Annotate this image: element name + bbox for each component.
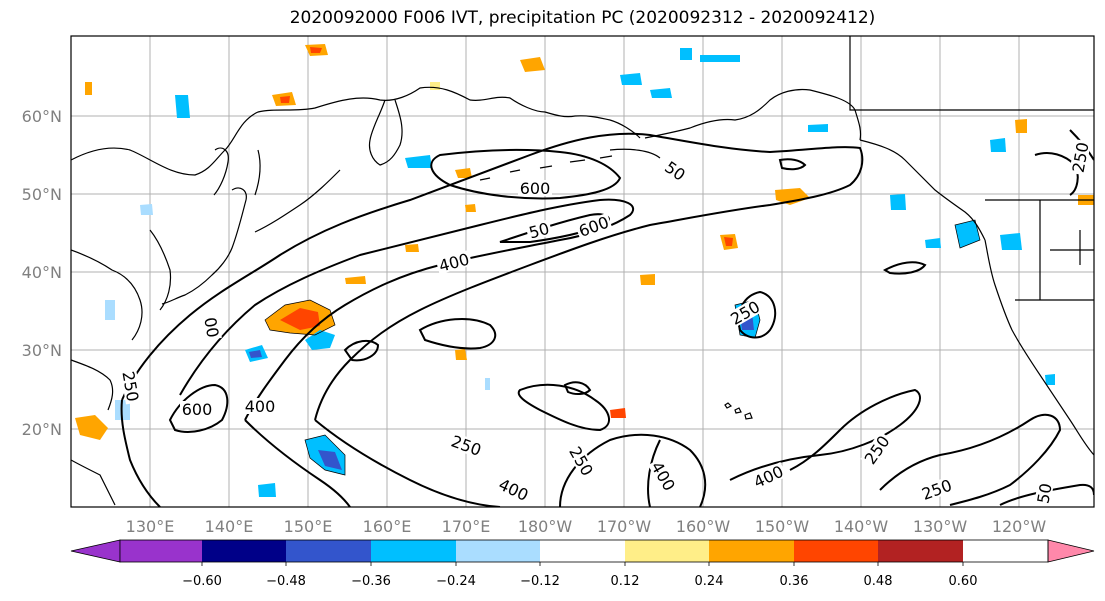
colorbar-tick-label: 0.48 (864, 574, 893, 589)
colorbar-tick-label: −0.24 (436, 574, 476, 589)
contour-label: 600 (180, 400, 214, 419)
colorbar-tick-label: −0.12 (520, 574, 560, 589)
lat-label: 30°N (22, 341, 62, 360)
colorbar (70, 539, 1095, 563)
lon-label: 140°W (834, 517, 889, 536)
contour-label: 50 (1033, 480, 1056, 507)
svg-text:50: 50 (1033, 482, 1055, 505)
lon-label: 170°W (597, 517, 652, 536)
longitude-labels: 130°E 140°E 150°E 160°E 170°E 180°W 170°W 160°W… (126, 517, 1047, 536)
contour-label: 400 (243, 397, 277, 416)
lat-label: 40°N (22, 263, 62, 282)
latitude-labels: 20°N 30°N 40°N 50°N 60°N (22, 107, 62, 439)
colorbar-segment (120, 540, 202, 562)
colorbar-tick-labels: −0.60 −0.48 −0.36 −0.24 −0.12 0.12 0.24 0.36 0.4… (182, 562, 977, 589)
lon-label: 170°E (442, 517, 491, 536)
lon-label: 130°W (913, 517, 968, 536)
lat-label: 50°N (22, 185, 62, 204)
colorbar-tick-label: −0.36 (351, 574, 391, 589)
svg-text:00: 00 (200, 316, 222, 339)
lon-label: 150°W (755, 517, 810, 536)
lat-label: 60°N (22, 107, 62, 126)
colorbar-segment (540, 540, 625, 562)
map-title: 2020092000 F006 IVT, precipitation PC (2… (289, 8, 876, 28)
lon-label: 130°E (126, 517, 175, 536)
svg-text:50: 50 (527, 219, 552, 243)
colorbar-extend-right (1047, 539, 1095, 563)
colorbar-segment (286, 540, 371, 562)
map-frame (70, 35, 1095, 508)
lon-label: 160°W (676, 517, 731, 536)
lon-label: 160°E (363, 517, 412, 536)
contour-label: 600 (518, 179, 552, 198)
colorbar-tick-label: 0.36 (780, 574, 809, 589)
coastlines (71, 36, 1094, 506)
lat-label: 20°N (22, 420, 62, 439)
colorbar-segment (709, 540, 794, 562)
colorbar-segment (625, 540, 709, 562)
colorbar-extend-left (70, 539, 121, 563)
lon-label: 140°E (205, 517, 254, 536)
lon-label: 150°E (284, 517, 333, 536)
colorbar-tick-label: −0.60 (182, 574, 222, 589)
colorbar-tick-label: 0.60 (949, 574, 978, 589)
colorbar-tick-label: −0.48 (266, 574, 306, 589)
colorbar-segment (371, 540, 456, 562)
svg-text:400: 400 (245, 397, 276, 416)
colorbar-segment (878, 540, 963, 562)
lon-label: 180°W (518, 517, 573, 536)
lon-label: 120°W (992, 517, 1047, 536)
colorbar-tick-label: 0.12 (611, 574, 640, 589)
colorbar-tick-label: 0.24 (695, 574, 724, 589)
contour-label: 50 (525, 219, 553, 243)
contour-label: 00 (200, 314, 223, 341)
colorbar-segment (794, 540, 878, 562)
map-area (71, 36, 1094, 507)
colorbar-segment (456, 540, 540, 562)
svg-text:600: 600 (520, 179, 551, 198)
colorbar-segment (202, 540, 286, 562)
svg-text:600: 600 (182, 400, 213, 419)
